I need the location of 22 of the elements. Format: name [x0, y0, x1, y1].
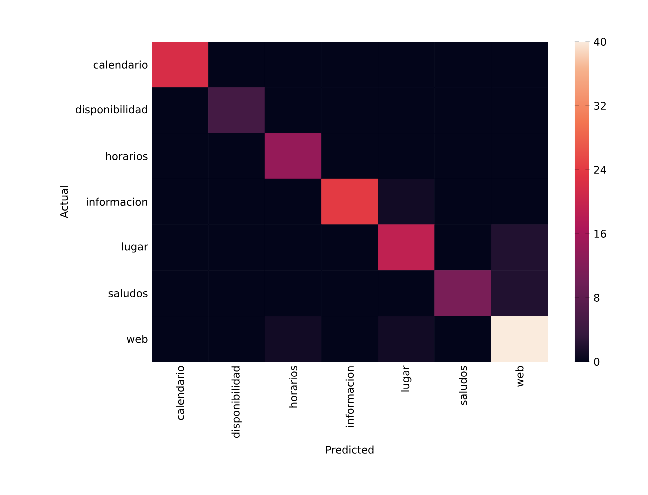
color-bar-label: 16 [594, 230, 606, 238]
color-bar-label: 24 [594, 166, 606, 174]
color-bar-label: 0 [594, 358, 600, 366]
x-tick-label: lugar [401, 366, 412, 392]
y-tick-label: disponibilidad [76, 105, 148, 116]
x-tick-label: disponibilidad [232, 366, 242, 438]
y-tick-label: lugar [122, 242, 148, 253]
x-axis-title: Predicted [326, 446, 374, 454]
y-axis-title: Actual [60, 186, 68, 218]
y-tick-label: informacion [87, 198, 148, 206]
y-tick-label: web [127, 335, 148, 344]
x-tick-label: informacion [346, 366, 354, 427]
y-tick-label: saludos [108, 289, 148, 298]
y-tick-label: calendario [94, 60, 148, 69]
color-bar-label: 8 [594, 294, 600, 302]
x-tick-label: saludos [459, 366, 468, 406]
x-tick-label: web [516, 366, 524, 387]
x-tick-label: calendario [176, 366, 184, 420]
color-bar-label: 32 [594, 102, 606, 110]
x-tick-label: horarios [289, 366, 298, 408]
color-bar-label: 40 [594, 38, 606, 46]
y-tick-label: horarios [106, 152, 148, 160]
